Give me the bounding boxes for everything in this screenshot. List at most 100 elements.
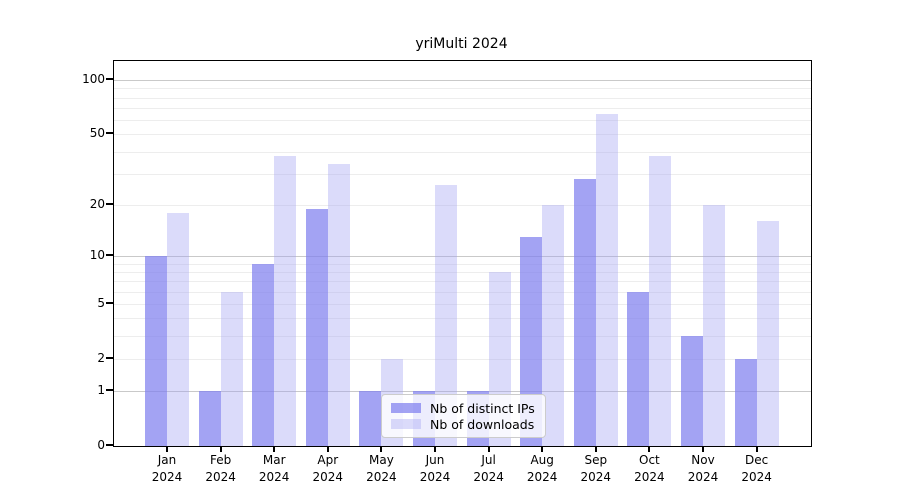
gridline-minor-9 <box>114 263 811 265</box>
xtick-month: Jul <box>481 453 496 467</box>
gridline-minor-60 <box>114 120 811 122</box>
ytick-mark-5 <box>106 301 113 304</box>
xtick-mark-jan-2024 <box>166 446 168 452</box>
xtick-month: Sep <box>584 453 608 467</box>
xtick-label-nov-2024: Nov 2024 <box>671 452 735 486</box>
bar-sep-2024-nb-of-downloads <box>595 113 618 446</box>
xtick-mark-nov-2024 <box>702 446 704 452</box>
grid-layer <box>114 61 811 446</box>
bar-dec-2024-nb-of-distinct-ips <box>734 358 757 446</box>
gridline-minor-70 <box>114 108 811 110</box>
legend-label-downloads: Nb of downloads <box>430 416 535 432</box>
bar-apr-2024-nb-of-distinct-ips <box>305 208 328 446</box>
gridline-minor-20 <box>114 204 811 206</box>
xtick-mark-dec-2024 <box>755 446 758 452</box>
gridline-minor-40 <box>114 151 811 153</box>
ytick-label-1: 1 <box>97 383 105 398</box>
xtick-label-jul-2024: Jul 2024 <box>457 452 521 486</box>
legend-item-distinct-ips: Nb of distinct IPs <box>391 401 536 416</box>
ytick-mark-2 <box>106 356 113 359</box>
xtick-year: 2024 <box>526 470 558 484</box>
bar-jan-2024-nb-of-downloads <box>167 212 189 446</box>
xtick-label-jun-2024: Jun 2024 <box>403 452 467 486</box>
bar-nov-2024-nb-of-distinct-ips <box>681 336 703 446</box>
gridline-minor-7 <box>114 281 811 283</box>
bar-sep-2024-nb-of-distinct-ips <box>573 179 596 446</box>
legend: Nb of distinct IPs Nb of downloads <box>381 394 546 438</box>
ytick-mark-0 <box>106 444 113 446</box>
bar-feb-2024-nb-of-downloads <box>220 291 243 446</box>
ytick-mark-20 <box>106 202 113 205</box>
gridline-minor-90 <box>114 88 811 90</box>
xtick-label-oct-2024: Oct 2024 <box>617 452 681 486</box>
bar-may-2024-nb-of-distinct-ips <box>359 391 382 446</box>
xtick-month: Apr <box>317 453 339 467</box>
xtick-mark-feb-2024 <box>219 446 222 452</box>
xtick-label-may-2024: May 2024 <box>349 452 413 486</box>
xtick-year: 2024 <box>312 470 344 484</box>
gridline-minor-80 <box>114 97 811 99</box>
xtick-mark-may-2024 <box>380 446 383 452</box>
xtick-label-sep-2024: Sep 2024 <box>564 452 628 486</box>
xtick-month: Dec <box>744 453 769 467</box>
xtick-label-feb-2024: Feb 2024 <box>189 452 253 486</box>
ytick-label-2: 2 <box>97 350 105 365</box>
ytick-label-5: 5 <box>97 295 105 310</box>
xtick-month: Feb <box>209 453 232 467</box>
xtick-mark-aug-2024 <box>541 446 544 452</box>
bar-feb-2024-nb-of-distinct-ips <box>198 391 221 446</box>
gridline-minor-30 <box>114 173 811 175</box>
chart-title: yriMulti 2024 <box>415 36 508 52</box>
xtick-year: 2024 <box>687 470 719 484</box>
xtick-year: 2024 <box>634 470 665 484</box>
bar-nov-2024-nb-of-downloads <box>703 204 725 446</box>
bar-oct-2024-nb-of-distinct-ips <box>627 291 650 446</box>
bar-aug-2024-nb-of-downloads <box>542 204 565 446</box>
gridline-minor-4 <box>114 318 811 320</box>
xtick-mark-jun-2024 <box>434 446 436 452</box>
legend-item-downloads: Nb of downloads <box>391 417 536 432</box>
legend-label-distinct-ips: Nb of distinct IPs <box>430 400 535 416</box>
xtick-month: Mar <box>262 453 286 467</box>
xtick-month: Jun <box>425 453 445 467</box>
xtick-year: 2024 <box>366 470 397 484</box>
ytick-label-10: 10 <box>89 247 105 262</box>
bar-dec-2024-nb-of-downloads <box>756 221 779 446</box>
xtick-label-jan-2024: Jan 2024 <box>135 452 199 486</box>
xtick-mark-sep-2024 <box>594 446 597 452</box>
xtick-mark-mar-2024 <box>273 446 276 452</box>
xtick-mark-apr-2024 <box>326 446 329 452</box>
xtick-year: 2024 <box>419 470 451 484</box>
xtick-year: 2024 <box>151 470 183 484</box>
xtick-mark-oct-2024 <box>648 446 651 452</box>
gridline-minor-8 <box>114 271 811 273</box>
ytick-label-100: 100 <box>82 72 105 87</box>
bar-aug-2024-nb-of-distinct-ips <box>520 236 543 446</box>
xtick-month: Aug <box>530 453 554 467</box>
gridline-minor-50 <box>114 134 811 136</box>
xtick-label-mar-2024: Mar 2024 <box>242 452 306 486</box>
ytick-label-50: 50 <box>89 126 105 141</box>
plot-area: Nb of distinct IPs Nb of downloads <box>113 60 812 447</box>
bar-oct-2024-nb-of-downloads <box>649 155 672 446</box>
ytick-label-0: 0 <box>97 438 105 452</box>
legend-swatch-downloads <box>391 419 421 429</box>
bar-apr-2024-nb-of-downloads <box>327 164 350 446</box>
ytick-mark-10 <box>106 253 113 256</box>
ytick-mark-1 <box>106 389 113 392</box>
ytick-label-20: 20 <box>89 196 105 211</box>
bar-mar-2024-nb-of-downloads <box>274 155 297 446</box>
xtick-month: Nov <box>691 453 715 467</box>
gridline-minor-5 <box>114 303 811 305</box>
gridline-major-10 <box>114 255 811 257</box>
gridline-minor-6 <box>114 291 811 293</box>
xtick-label-dec-2024: Dec 2024 <box>725 452 789 486</box>
legend-swatch-distinct-ips <box>391 403 421 413</box>
xtick-month: May <box>368 453 394 467</box>
xtick-year: 2024 <box>580 470 612 484</box>
ytick-mark-50 <box>106 132 113 135</box>
xtick-label-aug-2024: Aug 2024 <box>510 452 574 486</box>
xtick-year: 2024 <box>473 470 504 484</box>
